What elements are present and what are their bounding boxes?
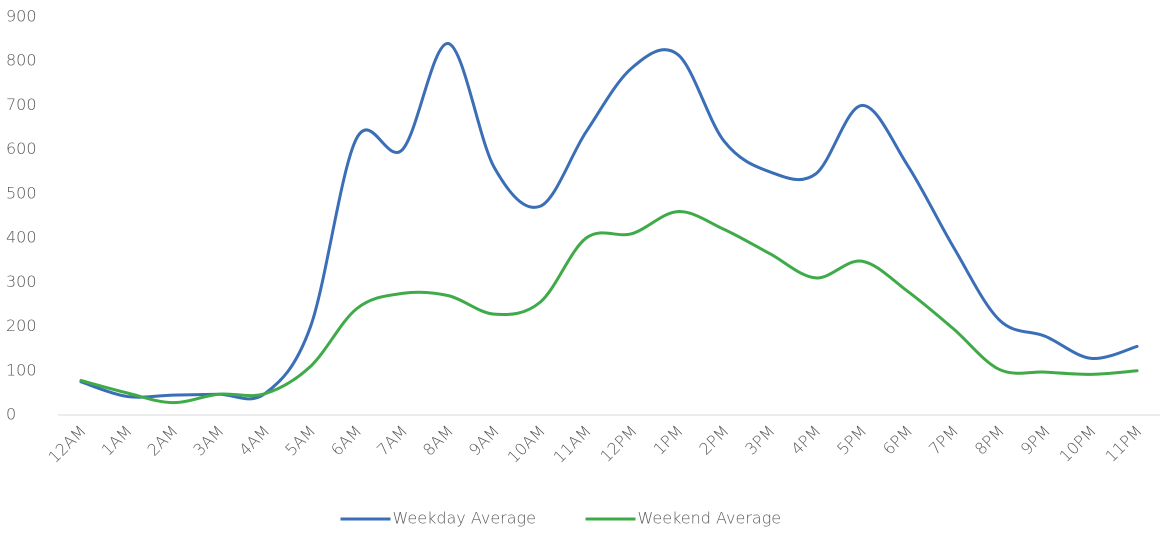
x-tick-label: 6PM [879,421,916,458]
legend-label: Weekday Average [393,509,537,528]
y-tick-label: 0 [6,405,16,424]
legend-label: Weekend Average [638,509,782,528]
x-tick-label: 8AM [419,421,457,459]
x-tick-label: 12PM [596,421,640,465]
x-tick-label: 11PM [1101,421,1145,465]
x-tick-label: 12AM [44,421,89,466]
x-tick-label: 1AM [98,421,136,459]
x-tick-label: 9PM [1017,421,1054,458]
x-tick-label: 1PM [649,421,686,458]
x-tick-label: 4PM [787,421,824,458]
line-series [79,42,1139,401]
x-tick-label: 7AM [373,421,411,459]
x-tick-label: 8PM [971,421,1008,458]
y-tick-label: 300 [6,272,37,291]
y-tick-label: 400 [6,228,37,247]
x-tick-label: 6AM [327,421,365,459]
x-tick-label: 2AM [143,421,181,459]
y-tick-label: 800 [6,51,37,70]
line-series [79,210,1139,405]
x-tick-label: 7PM [925,421,962,458]
y-tick-label: 500 [6,183,37,202]
y-tick-label: 900 [6,7,37,26]
x-tick-label: 11AM [550,421,595,466]
x-tick-label: 2PM [695,421,732,458]
x-tick-label: 10AM [504,421,549,466]
y-tick-label: 600 [6,139,37,158]
y-tick-label: 700 [6,95,37,114]
y-tick-label: 200 [6,316,37,335]
x-tick-label: 5AM [281,421,319,459]
y-tick-label: 100 [6,360,37,379]
x-tick-label: 10PM [1056,421,1100,465]
x-tick-label: 4AM [235,421,273,459]
x-tick-label: 3AM [189,421,227,459]
x-tick-label: 5PM [833,421,870,458]
x-tick-label: 3PM [741,421,778,458]
x-tick-label: 9AM [465,421,503,459]
